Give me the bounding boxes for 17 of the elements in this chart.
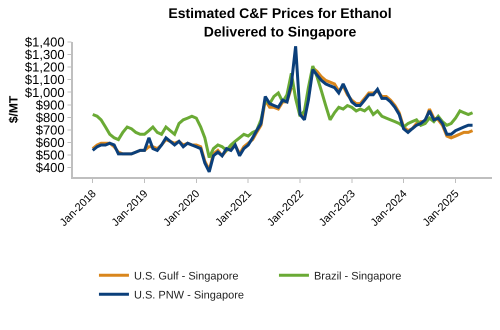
- y-axis-title: $/MT: [6, 95, 21, 124]
- line-series: [91, 44, 474, 174]
- chart-title: Estimated C&F Prices for Ethanol Delivered to Singapore: [168, 5, 392, 40]
- y-tick-label: $1,100: [24, 72, 65, 88]
- y-tick-label: $700: [36, 122, 65, 138]
- legend-label: U.S. PNW - Singapore: [134, 289, 244, 302]
- y-tick-label: $1,400: [24, 34, 65, 50]
- y-tick-label: $500: [36, 148, 65, 163]
- y-tick-label: $1,200: [24, 60, 65, 75]
- legend-label: U.S. Gulf - Singapore: [134, 270, 239, 282]
- y-tick-label: $800: [36, 110, 65, 125]
- y-tick-label: $1,000: [24, 84, 65, 100]
- y-tick-label: $900: [36, 97, 65, 112]
- y-tick-label: $400: [36, 160, 65, 176]
- y-tick-label: $1,300: [24, 47, 65, 62]
- y-tick-label: $600: [36, 135, 65, 150]
- legend-label: Brazil - Singapore: [314, 270, 402, 282]
